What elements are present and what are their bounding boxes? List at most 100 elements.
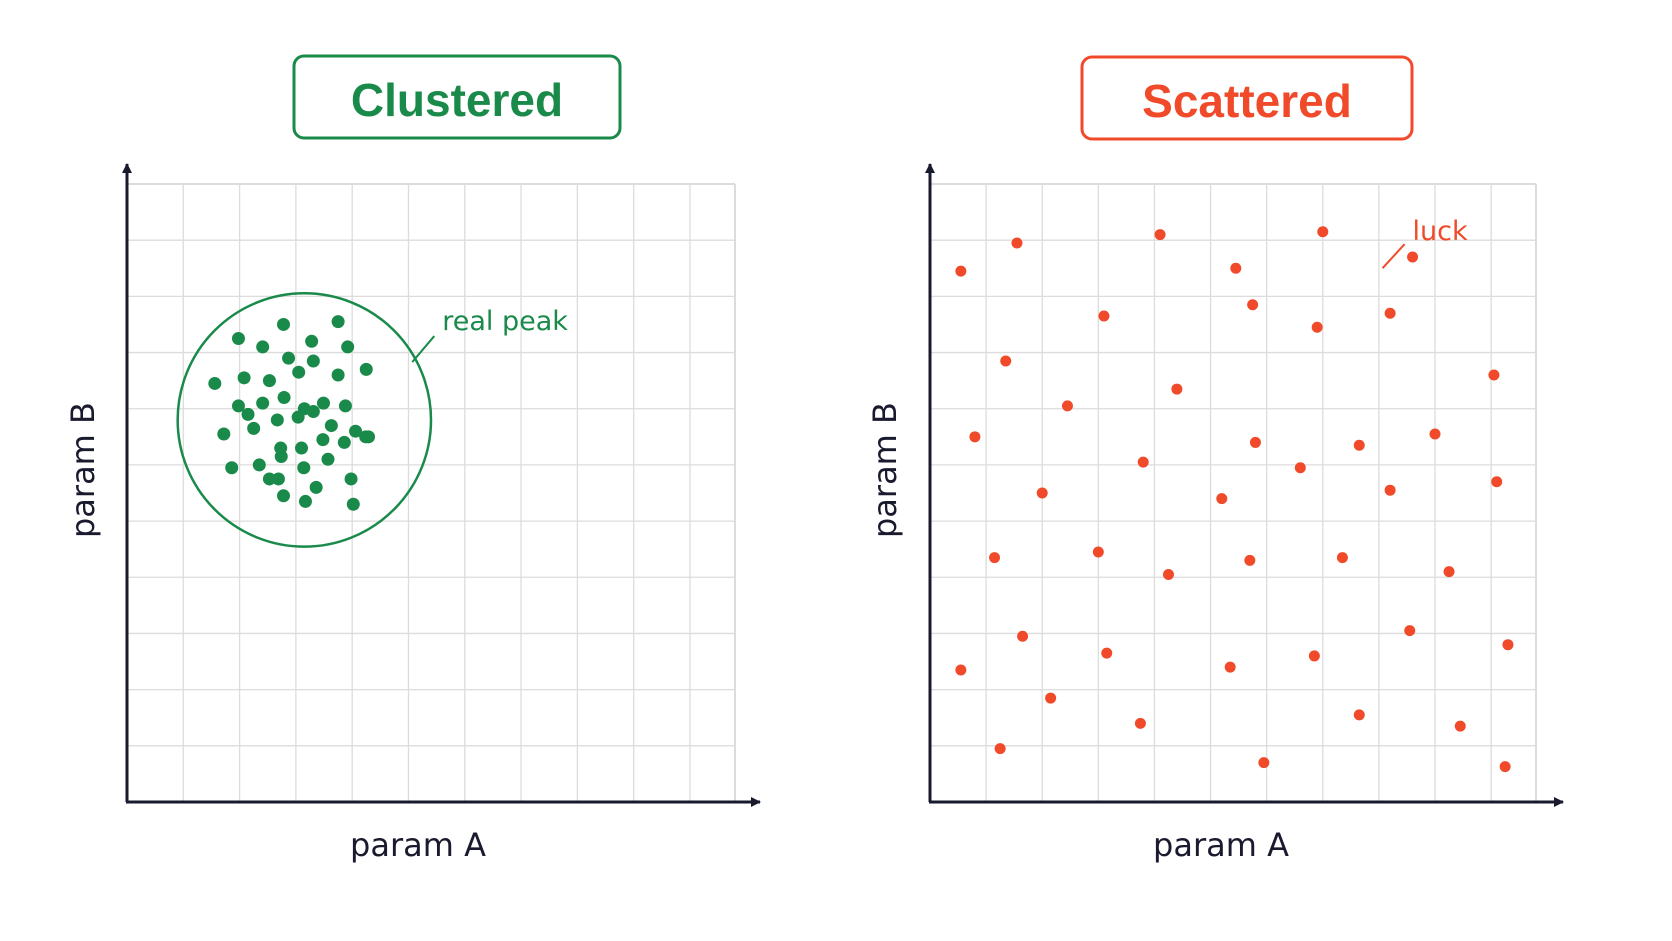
- scattered-data-point: [1061, 400, 1073, 412]
- clustered-data-point: [292, 365, 306, 379]
- clustered-data-point: [282, 351, 296, 365]
- scattered-data-point: [969, 431, 981, 443]
- scattered-data-point: [1258, 757, 1270, 769]
- scattered-data-point: [1134, 717, 1146, 729]
- clustered-data-point: [231, 399, 245, 413]
- clustered-data-point: [277, 489, 291, 503]
- scattered-data-point: [1162, 568, 1174, 580]
- scattered-data-point: [1017, 630, 1029, 642]
- scattered-data-point: [1137, 456, 1149, 468]
- scattered-annotation-leader: [1381, 243, 1406, 269]
- scattered-data-point: [1311, 321, 1323, 333]
- scattered-title-box: [1080, 55, 1414, 141]
- scattered-data-point: [1317, 226, 1329, 238]
- scattered-data-point: [1171, 383, 1183, 395]
- scattered-data-point: [1230, 262, 1242, 274]
- scattered-data-point: [1502, 639, 1514, 651]
- scattered-data-point: [1000, 355, 1012, 367]
- clustered-data-point: [270, 413, 284, 427]
- scattered-x-axis-label: param A: [1153, 826, 1289, 864]
- clustered-data-point: [256, 340, 270, 354]
- scattered-panel: Scattered luck param A param B: [866, 55, 1564, 864]
- clustered-data-point: [297, 461, 311, 475]
- scattered-data-point: [1404, 625, 1416, 637]
- clustered-data-point: [271, 472, 285, 486]
- clustered-data-point: [346, 497, 360, 511]
- clustered-data-point: [359, 430, 373, 444]
- scattered-data-point: [1011, 237, 1023, 249]
- clustered-data-point: [262, 472, 276, 486]
- clustered-points: [208, 315, 376, 511]
- scattered-grid: [929, 183, 1537, 802]
- scattered-data-point: [1499, 761, 1511, 773]
- scattered-data-point: [1036, 487, 1048, 499]
- scattered-data-point: [994, 743, 1006, 755]
- scattered-data-point: [1353, 439, 1365, 451]
- clustered-y-axis-label: param B: [64, 402, 102, 538]
- clustered-data-point: [291, 410, 305, 424]
- clustered-data-point: [359, 362, 373, 376]
- scattered-data-point: [1216, 493, 1228, 505]
- clustered-data-point: [341, 340, 355, 354]
- clustered-title-box: [292, 54, 622, 140]
- scattered-y-axis-label: param B: [866, 402, 904, 538]
- scattered-data-point: [1101, 647, 1113, 659]
- scattered-data-point: [955, 664, 967, 676]
- scattered-data-point: [1244, 554, 1256, 566]
- scattered-data-point: [1098, 310, 1110, 322]
- clustered-data-point: [316, 433, 330, 447]
- scattered-data-point: [1384, 484, 1396, 496]
- clustered-data-point: [217, 427, 231, 441]
- clustered-data-point: [349, 424, 363, 438]
- clustered-data-point: [344, 472, 358, 486]
- scattered-data-point: [1247, 299, 1259, 311]
- clustered-data-point: [331, 315, 345, 329]
- clustered-data-point: [306, 405, 320, 419]
- clustered-data-point: [225, 461, 239, 475]
- scattered-data-point: [1353, 709, 1365, 721]
- scattered-data-point: [1454, 720, 1466, 732]
- scattered-data-point: [1092, 546, 1104, 558]
- scattered-data-point: [1488, 369, 1500, 381]
- scattered-data-point: [989, 552, 1001, 564]
- clustered-grid: [126, 183, 736, 802]
- clustered-data-point: [321, 452, 335, 466]
- scattered-data-point: [1491, 476, 1503, 488]
- clustered-data-point: [256, 396, 270, 410]
- clustered-data-point: [316, 396, 330, 410]
- scattered-title: Scattered: [1142, 75, 1352, 127]
- clustered-data-point: [237, 371, 251, 385]
- clustered-annotation-leader: [411, 335, 436, 363]
- clustered-annotation: real peak: [442, 306, 568, 337]
- clustered-data-point: [309, 480, 323, 494]
- clustered-data-point: [337, 435, 351, 449]
- scattered-data-point: [1336, 552, 1348, 564]
- clustered-data-point: [331, 368, 345, 382]
- clustered-x-axis-label: param A: [350, 826, 486, 864]
- scattered-data-point: [1443, 566, 1455, 578]
- clustered-data-point: [277, 390, 291, 404]
- clustered-peak-circle: [176, 292, 433, 548]
- clustered-data-point: [277, 317, 291, 331]
- clustered-data-point: [247, 421, 261, 435]
- scattered-data-point: [1308, 650, 1320, 662]
- scattered-data-point: [1407, 251, 1419, 263]
- clustered-data-point: [231, 332, 245, 345]
- clustered-data-point: [338, 399, 352, 413]
- clustered-data-point: [252, 458, 266, 472]
- scattered-annotation: luck: [1413, 216, 1468, 247]
- clustered-data-point: [295, 441, 309, 455]
- scattered-data-point: [1224, 661, 1236, 673]
- clustered-title: Clustered: [351, 74, 563, 126]
- scattered-data-point: [1045, 692, 1057, 704]
- scattered-points: [955, 226, 1514, 773]
- scattered-data-point: [1429, 428, 1441, 440]
- scattered-data-point: [1154, 229, 1166, 241]
- clustered-data-point: [241, 407, 255, 421]
- clustered-panel: Clustered real peak param A param B: [64, 54, 761, 864]
- clustered-data-point: [305, 334, 319, 348]
- scattered-data-point: [1249, 436, 1261, 448]
- scattered-data-point: [955, 265, 967, 277]
- clustered-data-point: [306, 354, 320, 368]
